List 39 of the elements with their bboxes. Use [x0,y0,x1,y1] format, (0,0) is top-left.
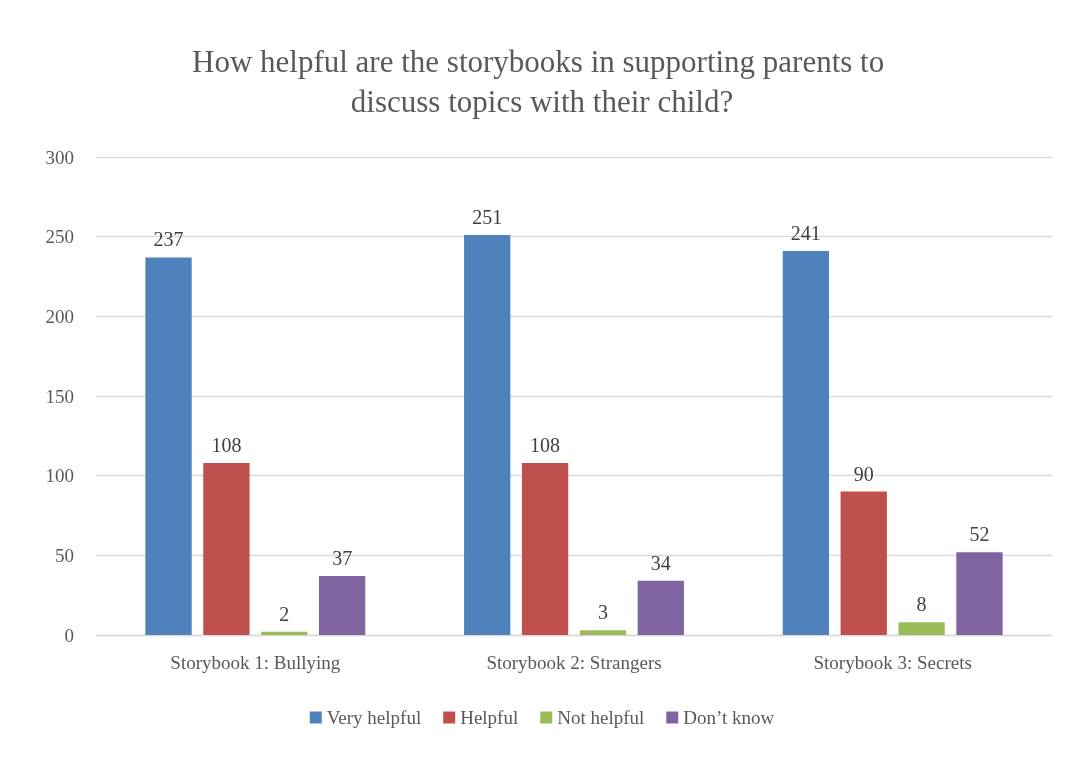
legend-label: Don’t know [683,707,775,728]
bar [840,491,887,635]
legend-label: Very helpful [326,707,422,728]
data-label: 8 [916,593,927,616]
bar [637,580,684,635]
data-label: 251 [472,206,503,229]
data-label: 90 [853,462,874,485]
bar [898,622,945,635]
bar [521,462,569,635]
data-label: 108 [211,433,242,456]
bar [579,630,627,635]
bar [145,257,192,635]
y-tick-label: 200 [45,305,74,327]
bar [203,462,250,635]
y-tick-label: 150 [45,385,74,407]
bar [782,251,830,635]
x-tick-label: Storybook 2: Strangers [486,652,662,673]
x-tick-label: Storybook 3: Secrets [813,652,972,673]
y-tick-label: 50 [55,544,74,566]
bar [956,552,1003,635]
data-label: 34 [650,551,671,574]
data-label: 2 [279,602,290,625]
data-label: 37 [332,547,353,570]
y-tick-label: 250 [45,226,74,248]
data-label: 241 [790,222,821,245]
bar [464,235,511,635]
data-label: 108 [530,433,561,456]
bar [318,576,366,635]
y-tick-label: 100 [45,465,74,487]
bar [261,631,308,635]
x-tick-label: Storybook 1: Bullying [170,652,341,673]
data-label: 3 [597,601,608,624]
y-tick-label: 0 [64,624,74,646]
legend-label: Not helpful [557,707,645,728]
chart-title: How helpful are the storybooks in supporting parents to discuss topics with their child? [192,43,892,119]
data-label: 52 [969,523,990,546]
legend-label: Helpful [460,707,519,728]
y-tick-label: 300 [45,146,74,168]
data-label: 237 [153,228,184,251]
